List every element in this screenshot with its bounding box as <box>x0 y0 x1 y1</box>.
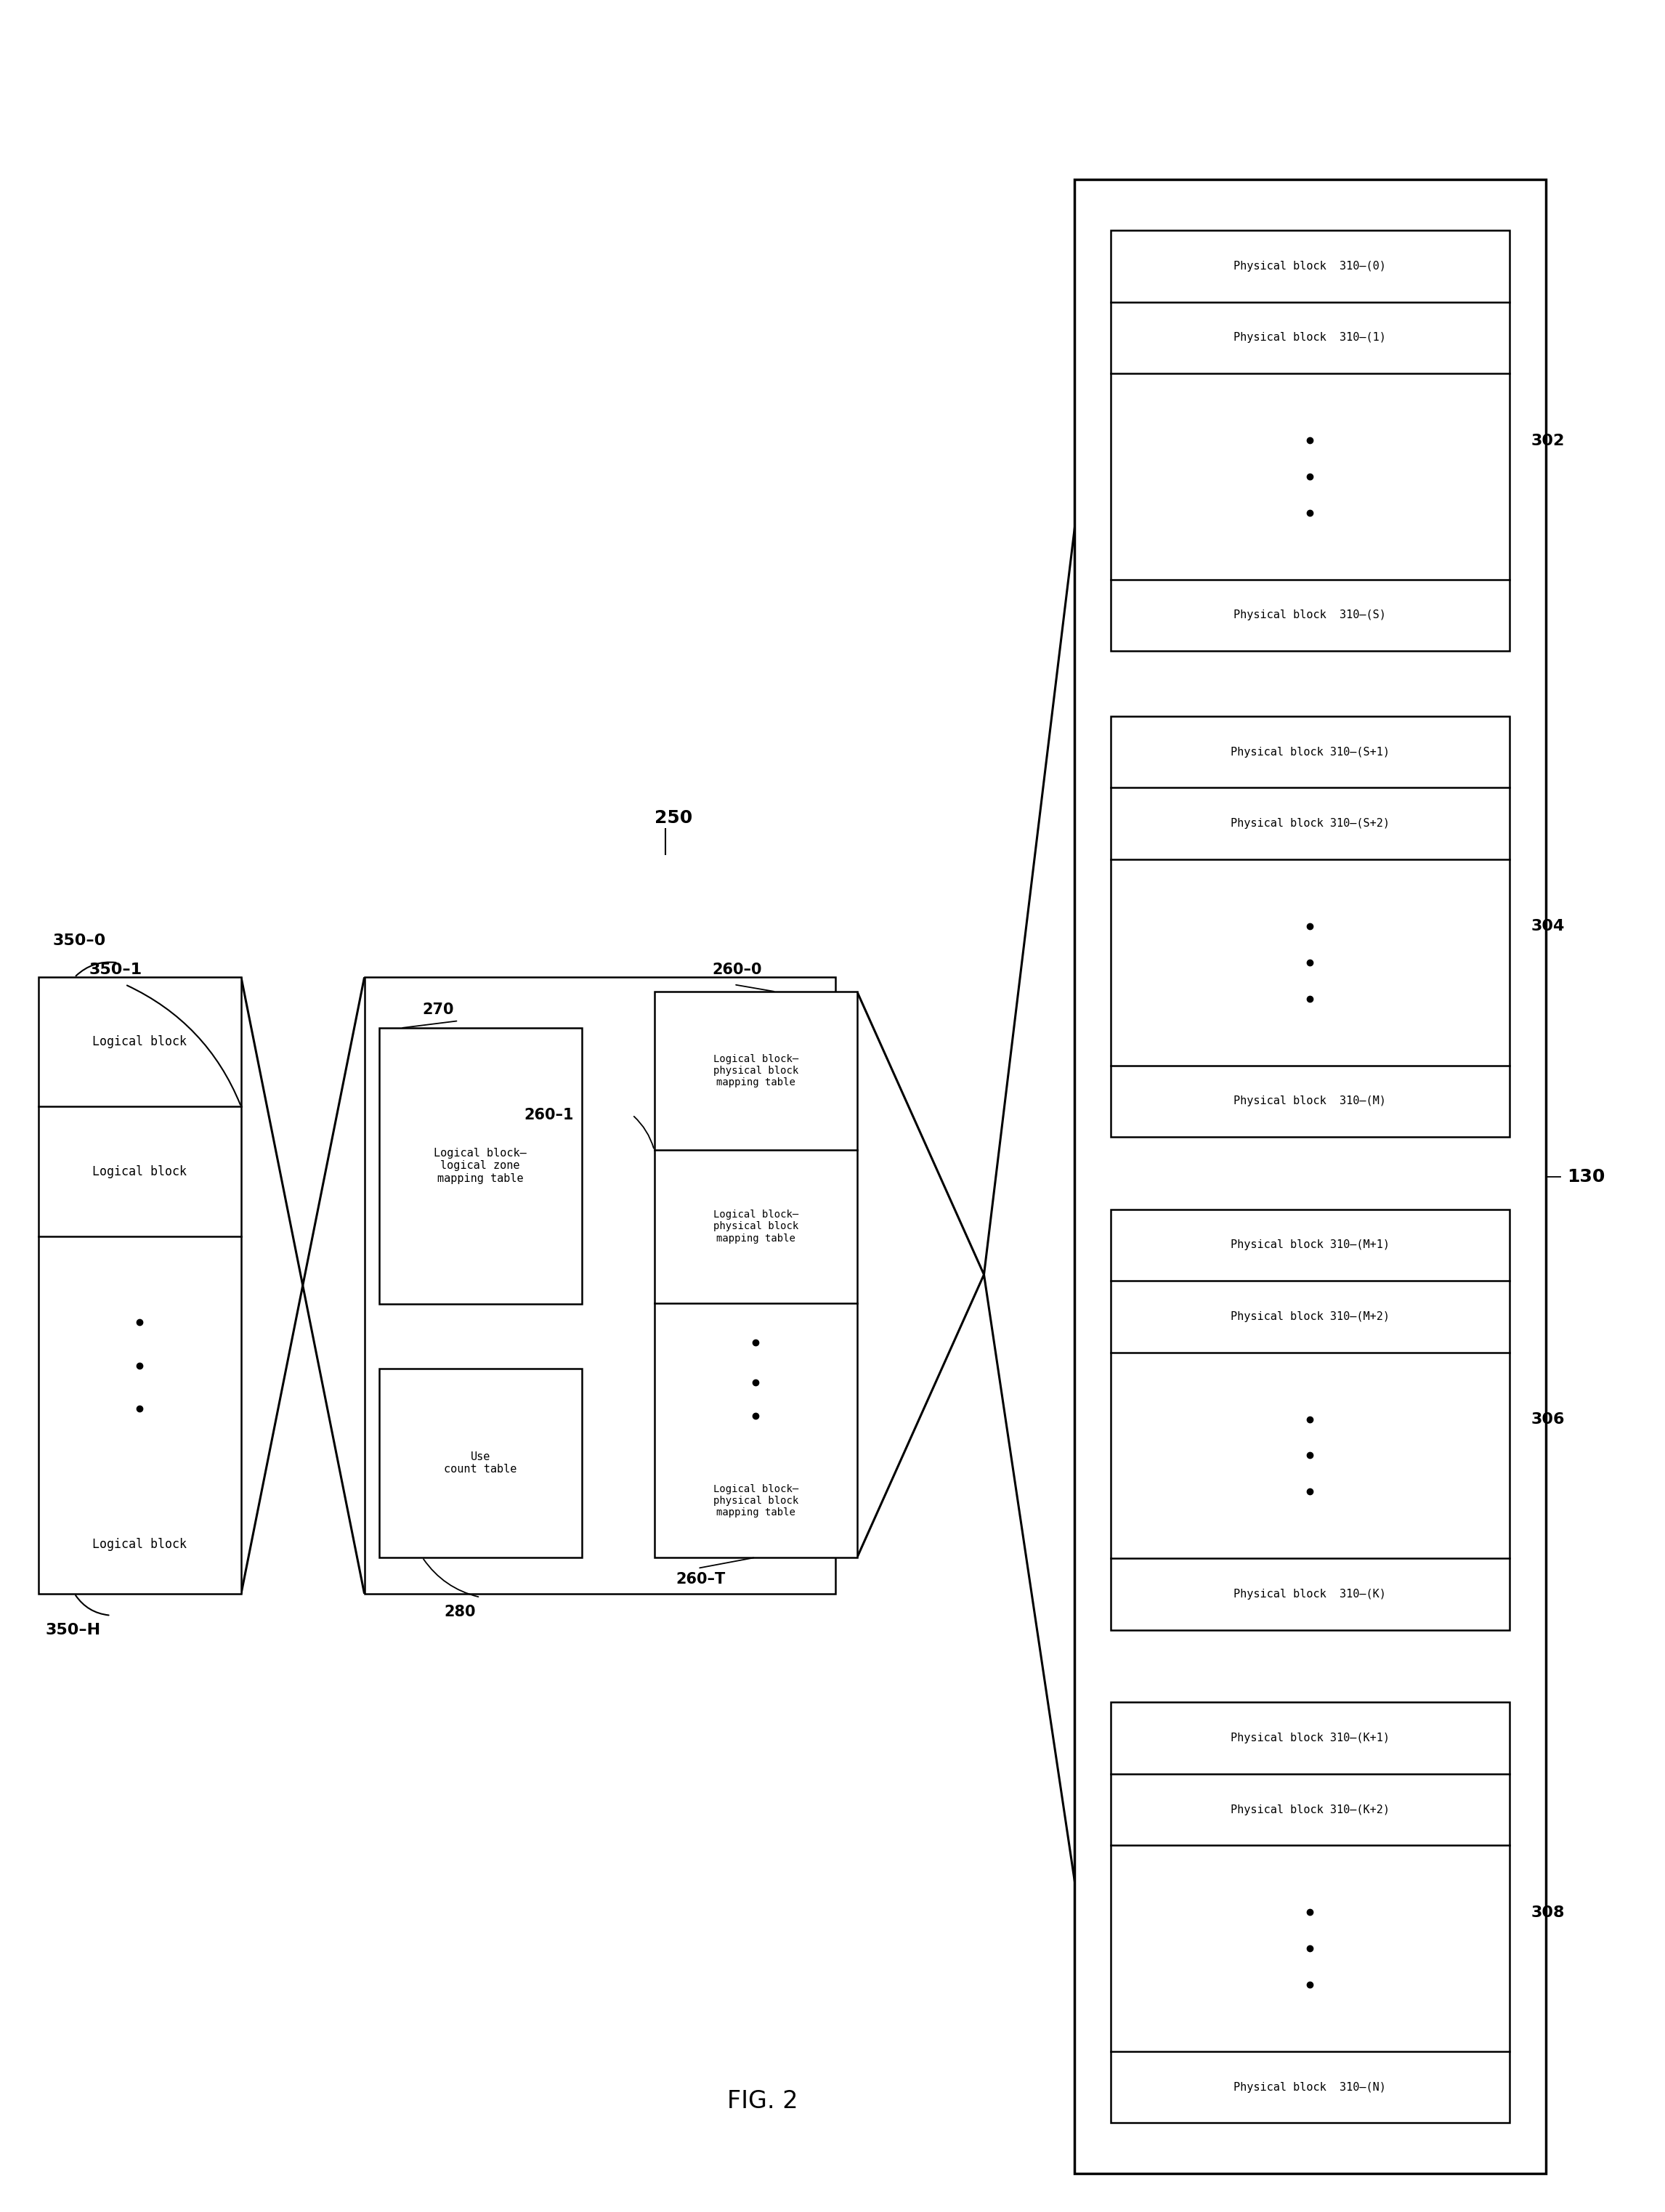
Text: Physical block 310–(K+1): Physical block 310–(K+1) <box>1230 1732 1390 1743</box>
Bar <box>1111 1703 1510 2124</box>
Text: 270: 270 <box>423 1002 455 1018</box>
Bar <box>38 978 241 1593</box>
Text: 350–0: 350–0 <box>53 933 107 949</box>
Text: 260–T: 260–T <box>676 1573 726 1586</box>
Text: Logical block: Logical block <box>93 1035 186 1048</box>
Text: 306: 306 <box>1532 1411 1565 1427</box>
Text: Logical block–
physical block
mapping table: Logical block– physical block mapping ta… <box>713 1484 798 1517</box>
Bar <box>380 1369 581 1557</box>
Text: Physical block 310–(M+2): Physical block 310–(M+2) <box>1230 1312 1390 1323</box>
Text: Physical block  310–(S): Physical block 310–(S) <box>1234 611 1387 622</box>
Text: Physical block  310–(N): Physical block 310–(N) <box>1234 2081 1387 2093</box>
Text: 302: 302 <box>1532 434 1565 449</box>
Text: 308: 308 <box>1532 1905 1565 1920</box>
Text: Logical block–
physical block
mapping table: Logical block– physical block mapping ta… <box>713 1055 798 1088</box>
Text: Physical block  310–(M): Physical block 310–(M) <box>1234 1095 1387 1106</box>
Text: FIG. 2: FIG. 2 <box>728 2088 799 2112</box>
Text: Physical block 310–(M+1): Physical block 310–(M+1) <box>1230 1239 1390 1250</box>
Text: Logical block: Logical block <box>93 1537 186 1551</box>
Text: Physical block  310–(0): Physical block 310–(0) <box>1234 261 1387 272</box>
Text: 130: 130 <box>1567 1168 1605 1186</box>
Bar <box>365 978 836 1593</box>
Text: 260–1: 260–1 <box>524 1108 573 1121</box>
Text: Physical block  310–(K): Physical block 310–(K) <box>1234 1588 1387 1599</box>
Text: Physical block 310–(S+2): Physical block 310–(S+2) <box>1230 818 1390 830</box>
Bar <box>1111 1210 1510 1630</box>
Text: Use
count table: Use count table <box>445 1451 516 1475</box>
Text: Physical block 310–(S+1): Physical block 310–(S+1) <box>1230 748 1390 757</box>
Bar <box>1074 179 1545 2174</box>
Text: Logical block: Logical block <box>93 1166 186 1179</box>
Text: 350–H: 350–H <box>45 1624 102 1637</box>
Text: 304: 304 <box>1532 920 1565 933</box>
Text: Physical block  310–(1): Physical block 310–(1) <box>1234 332 1387 343</box>
Text: 250: 250 <box>654 810 693 827</box>
Bar <box>654 991 857 1557</box>
Text: Physical block 310–(K+2): Physical block 310–(K+2) <box>1230 1805 1390 1816</box>
Bar <box>1111 230 1510 650</box>
Bar <box>380 1029 581 1303</box>
Text: Logical block–
logical zone
mapping table: Logical block– logical zone mapping tabl… <box>435 1148 526 1183</box>
Text: 350–1: 350–1 <box>88 962 142 978</box>
Text: 280: 280 <box>445 1604 476 1619</box>
Text: 260–0: 260–0 <box>713 962 763 978</box>
Text: Logical block–
physical block
mapping table: Logical block– physical block mapping ta… <box>713 1210 798 1243</box>
Bar <box>1111 717 1510 1137</box>
